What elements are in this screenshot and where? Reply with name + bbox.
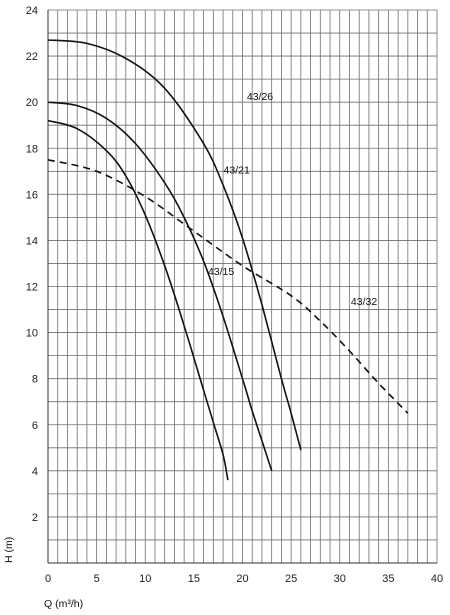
curve-43-26 (47, 39, 302, 451)
y-tick-label: 14 (26, 235, 38, 247)
curve-43-21 (47, 101, 273, 472)
y-tick-label: 12 (26, 282, 38, 294)
y-tick-label: 10 (26, 328, 38, 340)
x-tick-label: 35 (382, 573, 394, 585)
y-tick-label: 2 (32, 512, 38, 524)
y-tick-label: 8 (32, 374, 38, 386)
curve-label-43-32: 43/32 (351, 296, 377, 308)
x-tick-label: 10 (139, 573, 151, 585)
y-tick-label: 20 (26, 97, 38, 109)
curve-label-43-15: 43/15 (208, 266, 234, 278)
y-tick-label: 18 (26, 143, 38, 155)
curve-43-32 (47, 159, 409, 414)
y-tick-label: 22 (26, 51, 38, 63)
y-tick-label: 16 (26, 189, 38, 201)
x-tick-label: 30 (334, 573, 346, 585)
y-tick-label: 4 (32, 466, 38, 478)
curve-labels: 43/26 43/21 43/15 43/32 (208, 91, 377, 308)
x-tick-label: 20 (236, 573, 248, 585)
x-axis-label: Q (m³/h) (44, 598, 83, 610)
x-tick-label: 0 (45, 573, 51, 585)
x-tick-label: 5 (94, 573, 100, 585)
curve-label-43-21: 43/21 (224, 165, 250, 177)
curve-43-15 (47, 119, 229, 481)
axes (47, 10, 437, 564)
y-axis-label: H (m) (3, 537, 15, 563)
y-tick-label: 6 (32, 420, 38, 432)
x-tick-label: 40 (431, 573, 443, 585)
y-tick-label: 24 (26, 5, 38, 17)
x-tick-labels: 0 5 10 15 20 25 30 35 40 (45, 573, 443, 585)
grid (47, 9, 438, 564)
x-tick-label: 15 (188, 573, 200, 585)
curve-label-43-26: 43/26 (247, 91, 273, 103)
curves (47, 39, 409, 481)
x-tick-label: 25 (285, 573, 297, 585)
